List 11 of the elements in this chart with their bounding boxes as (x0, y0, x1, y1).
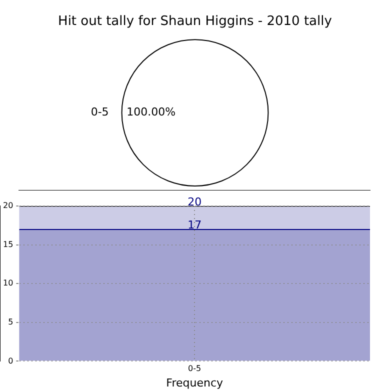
y-tick-label: 10 (2, 278, 14, 288)
y-tick-label: 0 (8, 356, 14, 366)
slice-label: 0-5 (90, 106, 109, 119)
data-label: 17 (188, 218, 202, 232)
total-label: 20 (188, 195, 202, 208)
chart-title: Hit out tally for Shaun Higgins - 2010 tally (58, 14, 332, 30)
y-tick-label: 20 (2, 201, 14, 210)
x-axis-title: Frequency (166, 376, 224, 390)
data-label: 100.00% (126, 106, 176, 119)
y-tick-label: 15 (2, 240, 14, 249)
y-tick-label: 5 (8, 317, 14, 326)
